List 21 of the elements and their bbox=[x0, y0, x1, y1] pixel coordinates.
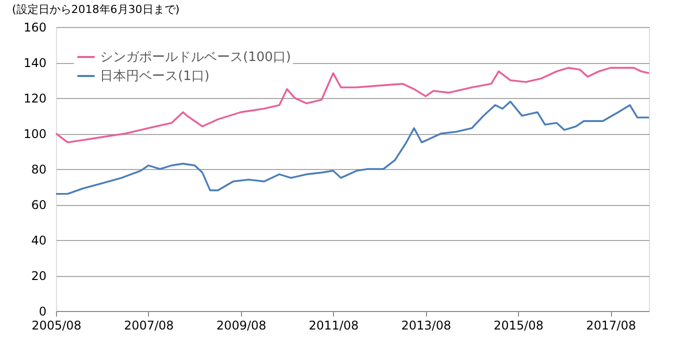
x-tick-label: 2013/08 bbox=[401, 318, 452, 332]
y-tick-label: 80 bbox=[31, 162, 46, 176]
y-tick-label: 60 bbox=[31, 198, 46, 212]
x-tick-label: 2009/08 bbox=[216, 318, 266, 332]
x-tick-label: 2017/08 bbox=[586, 318, 636, 332]
x-tick-label: 2011/08 bbox=[308, 318, 359, 332]
legend-label: 日本円ベース(1口) bbox=[100, 69, 210, 84]
x-tick-label: 2005/08 bbox=[32, 318, 82, 332]
y-tick-label: 120 bbox=[24, 92, 46, 106]
y-tick-label: 140 bbox=[24, 56, 46, 70]
y-tick-label: 160 bbox=[24, 20, 46, 34]
line-series bbox=[55, 66, 650, 144]
x-tick-label: 2007/08 bbox=[124, 318, 174, 332]
line-series bbox=[55, 100, 650, 195]
y-tick-label: 40 bbox=[31, 234, 46, 248]
y-tick-label: 100 bbox=[24, 127, 46, 141]
text: (設定日から2018年6月30日まで) bbox=[12, 3, 180, 16]
legend-label: シンガポールドルベース(100口) bbox=[100, 50, 291, 65]
y-tick-label: 0 bbox=[38, 304, 46, 318]
y-tick-label: 20 bbox=[31, 269, 46, 283]
x-tick-label: 2015/08 bbox=[494, 318, 544, 332]
